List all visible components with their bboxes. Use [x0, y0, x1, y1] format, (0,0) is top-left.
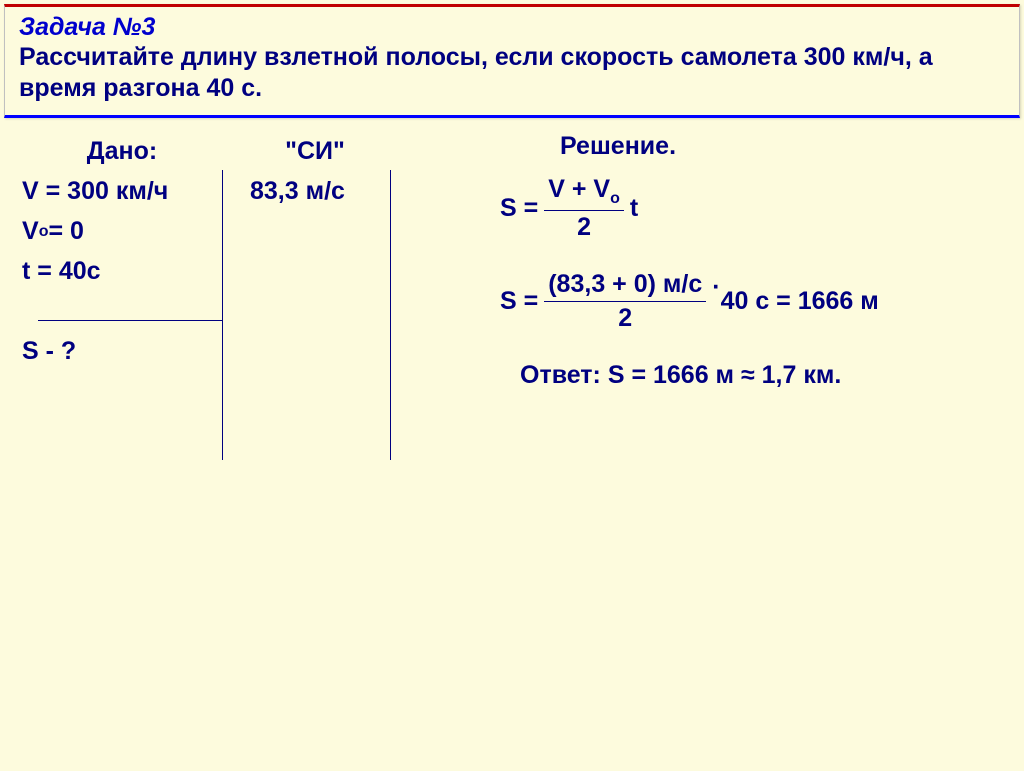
calc-den: 2 [544, 304, 706, 333]
calc-rhs: 40 с = 1666 м [721, 287, 879, 316]
problem-header: Задача №3 Рассчитайте длину взлетной пол… [4, 4, 1020, 118]
task-problem-text: Рассчитайте длину взлетной полосы, если … [19, 43, 933, 102]
calc-dot: · [712, 273, 720, 302]
calc-row: S = (83,3 + 0) м/с 2 · 40 с = 1666 м [500, 270, 1010, 333]
given-v: V = 300 км/ч [22, 177, 168, 206]
formula-row: S = V + Vo 2 t [500, 175, 1010, 242]
task-title: Задача №3 [19, 13, 155, 41]
given-find: S - ? [22, 337, 76, 366]
solution-area: Дано: V = 300 км/ч Vo = 0 t = 40с S - ? … [0, 122, 1024, 742]
given-t: t = 40с [22, 257, 101, 286]
formula-den: 2 [544, 213, 624, 242]
given-column: Дано: V = 300 км/ч Vo = 0 t = 40с S - ? [22, 132, 222, 372]
given-v0-pre: V [22, 217, 39, 246]
formula-fraction: V + Vo 2 [544, 175, 624, 242]
si-column: "СИ" 83,3 м/с [250, 132, 380, 212]
si-heading: "СИ" [285, 137, 345, 166]
formula-num-sub: o [610, 190, 620, 207]
divider-vertical-2 [390, 170, 391, 460]
calc-lhs: S = [500, 287, 538, 316]
divider-vertical-1 [222, 170, 223, 460]
formula-num-pre: V + V [548, 175, 610, 203]
formula-rhs: t [630, 194, 638, 223]
solution-column: Решение. S = V + Vo 2 t S = (83,3 + 0) м… [500, 132, 1010, 390]
calc-num: (83,3 + 0) м/с [544, 270, 706, 299]
answer-text: Ответ: S = 1666 м ≈ 1,7 км. [520, 361, 841, 389]
given-v0-post: = 0 [48, 217, 83, 246]
si-v-converted: 83,3 м/с [250, 177, 345, 206]
solution-heading: Решение. [560, 132, 676, 160]
calc-fraction: (83,3 + 0) м/с 2 [544, 270, 706, 333]
given-v0: Vo = 0 [22, 212, 222, 252]
formula-lhs: S = [500, 194, 538, 223]
given-heading: Дано: [87, 137, 157, 166]
given-v0-sub: o [39, 223, 49, 241]
